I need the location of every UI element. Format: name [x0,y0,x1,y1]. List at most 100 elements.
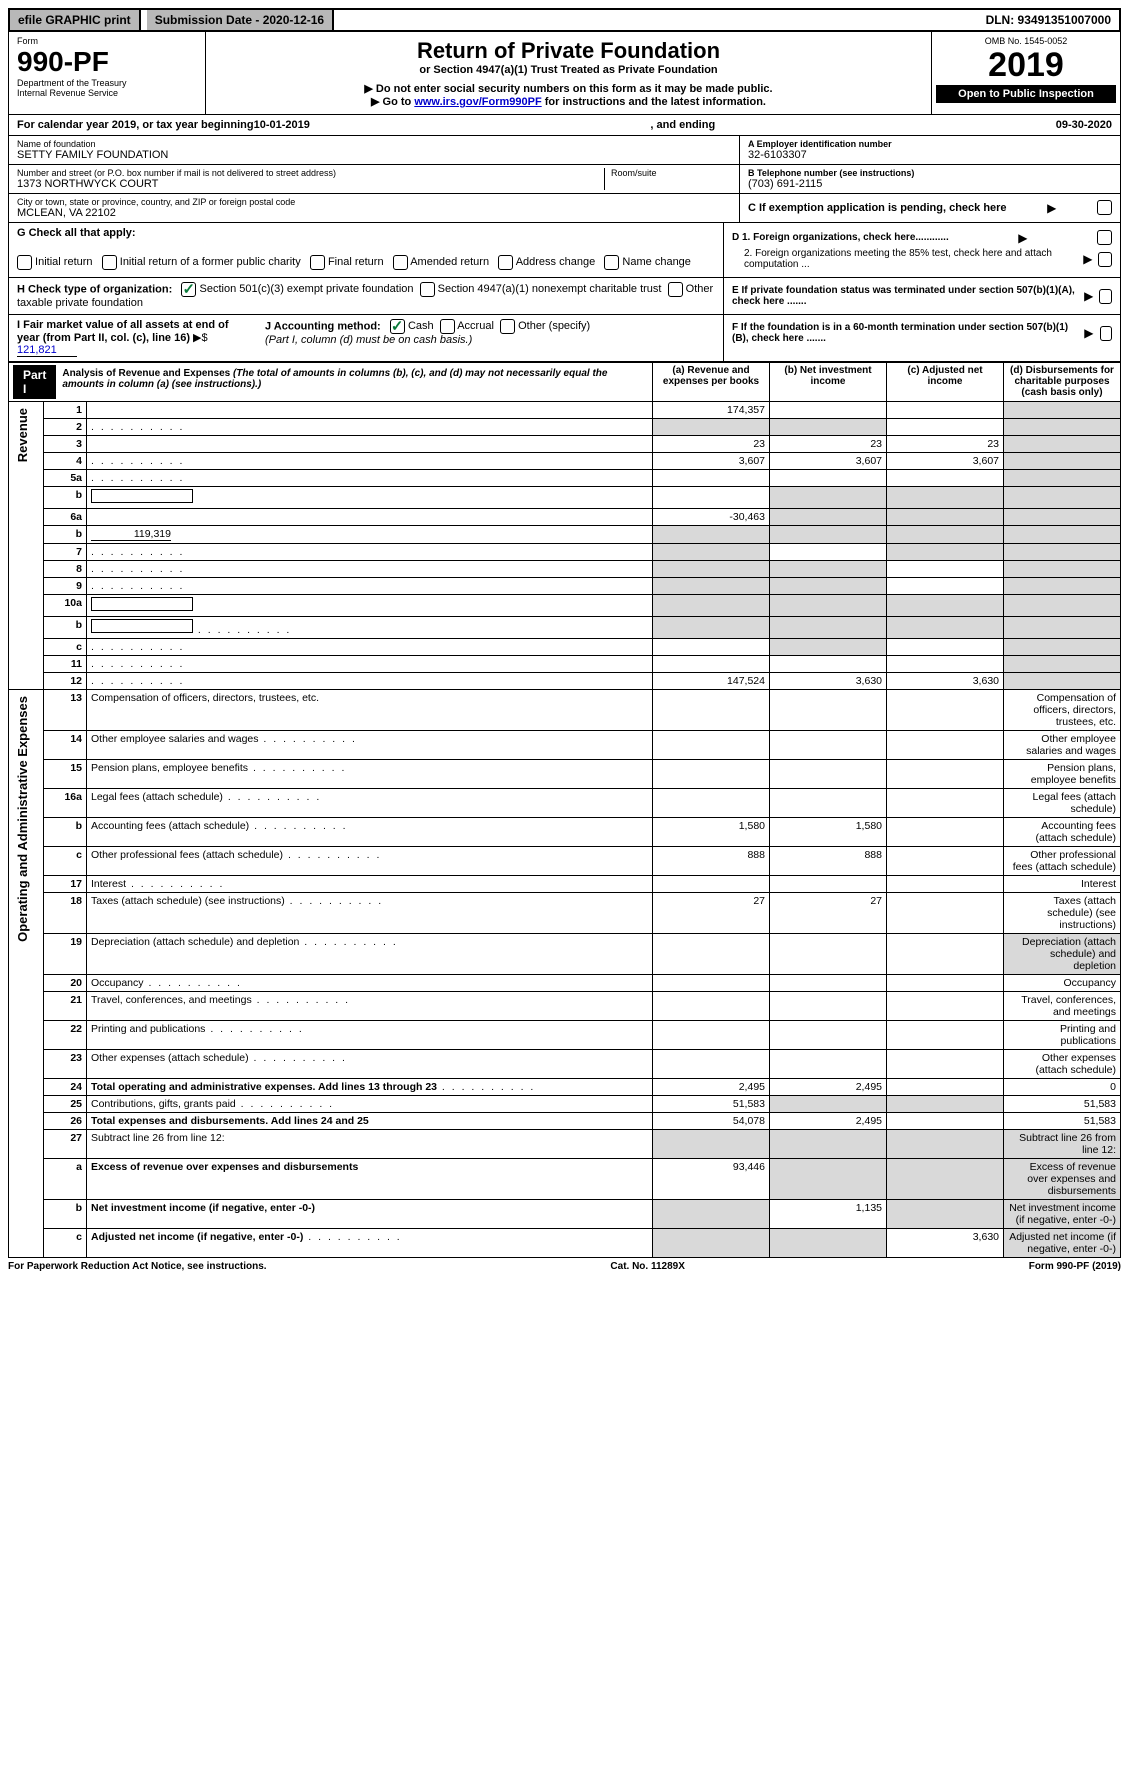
g-checkbox-4[interactable] [498,255,513,270]
table-row: b [9,487,1121,509]
open-public: Open to Public Inspection [936,85,1116,103]
phone-label: B Telephone number (see instructions) [748,168,1112,178]
checks-section: G Check all that apply: Initial return I… [8,223,1121,362]
g-checkbox-3[interactable] [393,255,408,270]
table-row: 16aLegal fees (attach schedule)Legal fee… [9,789,1121,818]
table-row: c [9,639,1121,656]
d1-checkbox[interactable] [1097,230,1112,245]
table-row: 10a [9,595,1121,617]
d2-checkbox[interactable] [1098,252,1112,267]
i-value: 121,821 [17,344,77,357]
table-row: 8 [9,561,1121,578]
table-row: 15Pension plans, employee benefitsPensio… [9,760,1121,789]
name-label: Name of foundation [17,139,731,149]
j-checkbox-1[interactable] [440,319,455,334]
table-row: cOther professional fees (attach schedul… [9,847,1121,876]
table-row: 19Depreciation (attach schedule) and dep… [9,934,1121,975]
i-label: I Fair market value of all assets at end… [17,319,229,344]
form-header: Form 990-PF Department of the Treasury I… [8,32,1121,115]
table-row: 23Other expenses (attach schedule)Other … [9,1050,1121,1079]
table-row: 11 [9,656,1121,673]
page-footer: For Paperwork Reduction Act Notice, see … [8,1258,1121,1272]
h-checkbox-1[interactable] [420,282,435,297]
ein-value: 32-6103307 [748,149,1112,161]
calendar-year-row: For calendar year 2019, or tax year begi… [8,115,1121,136]
table-row: 24Total operating and administrative exp… [9,1079,1121,1096]
j-note: (Part I, column (d) must be on cash basi… [265,334,590,346]
address: 1373 NORTHWYCK COURT [17,178,604,190]
f-checkbox[interactable] [1100,326,1112,341]
e-label: E If private foundation status was termi… [732,285,1078,307]
side-label: Revenue [13,404,32,466]
note-ssn: ▶ Do not enter social security numbers o… [212,82,925,95]
topbar: efile GRAPHIC print Submission Date - 20… [8,8,1121,32]
dept-line: Department of the Treasury [17,78,197,88]
table-row: Operating and Administrative Expenses13C… [9,690,1121,731]
form-title: Return of Private Foundation [212,38,925,64]
form-subtitle: or Section 4947(a)(1) Trust Treated as P… [212,64,925,76]
table-row: 17InterestInterest [9,876,1121,893]
e-checkbox[interactable] [1099,289,1112,304]
form-link[interactable]: www.irs.gov/Form990PF [414,96,541,108]
irs-line: Internal Revenue Service [17,88,197,98]
foundation-name: SETTY FAMILY FOUNDATION [17,149,731,161]
part1-table: Part I Analysis of Revenue and Expenses … [8,362,1121,1258]
ein-label: A Employer identification number [748,139,1112,149]
city-label: City or town, state or province, country… [17,197,731,207]
c-label: C If exemption application is pending, c… [748,202,1007,214]
j-label: J Accounting method: [265,320,381,332]
table-row: 3232323 [9,436,1121,453]
table-row: 18Taxes (attach schedule) (see instructi… [9,893,1121,934]
j-checkbox-2[interactable] [500,319,515,334]
table-row: 7 [9,544,1121,561]
table-row: 25Contributions, gifts, grants paid51,58… [9,1096,1121,1113]
g-checkbox-5[interactable] [604,255,619,270]
part1-title: Analysis of Revenue and Expenses (The to… [56,365,648,393]
table-row: 2 [9,419,1121,436]
footer-mid: Cat. No. 11289X [610,1261,684,1272]
table-row: 21Travel, conferences, and meetingsTrave… [9,992,1121,1021]
j-checkbox-0[interactable] [390,319,405,334]
g-label: G Check all that apply: [17,227,136,239]
f-label: F If the foundation is in a 60-month ter… [732,322,1078,344]
submission-date: Submission Date - 2020-12-16 [147,10,334,30]
table-row: bAccounting fees (attach schedule)1,5801… [9,818,1121,847]
part1-label: Part I [13,365,56,399]
table-row: 20OccupancyOccupancy [9,975,1121,992]
table-row: Revenue1174,357 [9,402,1121,419]
h-checkbox-0[interactable] [181,282,196,297]
g-checkbox-1[interactable] [102,255,117,270]
table-row: 9 [9,578,1121,595]
table-row: b [9,617,1121,639]
d1-label: D 1. Foreign organizations, check here..… [732,232,949,243]
dln: DLN: 93491351007000 [978,10,1119,30]
phone-value: (703) 691-2115 [748,178,1112,190]
table-row: cAdjusted net income (if negative, enter… [9,1229,1121,1258]
omb: OMB No. 1545-0052 [936,36,1116,46]
addr-label: Number and street (or P.O. box number if… [17,168,604,178]
h-label: H Check type of organization: [17,283,172,295]
city-state-zip: MCLEAN, VA 22102 [17,207,731,219]
arrow-icon: ▶ [1047,201,1056,215]
form-word: Form [17,36,197,46]
footer-left: For Paperwork Reduction Act Notice, see … [8,1261,267,1272]
table-row: b 119,319 [9,526,1121,544]
table-row: 27Subtract line 26 from line 12:Subtract… [9,1130,1121,1159]
form-number: 990-PF [17,46,197,78]
table-row: bNet investment income (if negative, ent… [9,1200,1121,1229]
col-b-header: (b) Net investment income [770,363,887,402]
col-a-header: (a) Revenue and expenses per books [653,363,770,402]
col-c-header: (c) Adjusted net income [887,363,1004,402]
efile-print-button[interactable]: efile GRAPHIC print [10,10,141,30]
note-goto: ▶ Go to www.irs.gov/Form990PF for instru… [212,95,925,108]
c-checkbox[interactable] [1097,200,1112,215]
g-checkbox-0[interactable] [17,255,32,270]
g-checkbox-2[interactable] [310,255,325,270]
table-row: aExcess of revenue over expenses and dis… [9,1159,1121,1200]
table-row: 12147,5243,6303,630 [9,673,1121,690]
table-row: 22Printing and publicationsPrinting and … [9,1021,1121,1050]
h-checkbox-2[interactable] [668,282,683,297]
table-row: 26Total expenses and disbursements. Add … [9,1113,1121,1130]
identification-block: Name of foundation SETTY FAMILY FOUNDATI… [8,136,1121,223]
room-label: Room/suite [611,168,731,178]
